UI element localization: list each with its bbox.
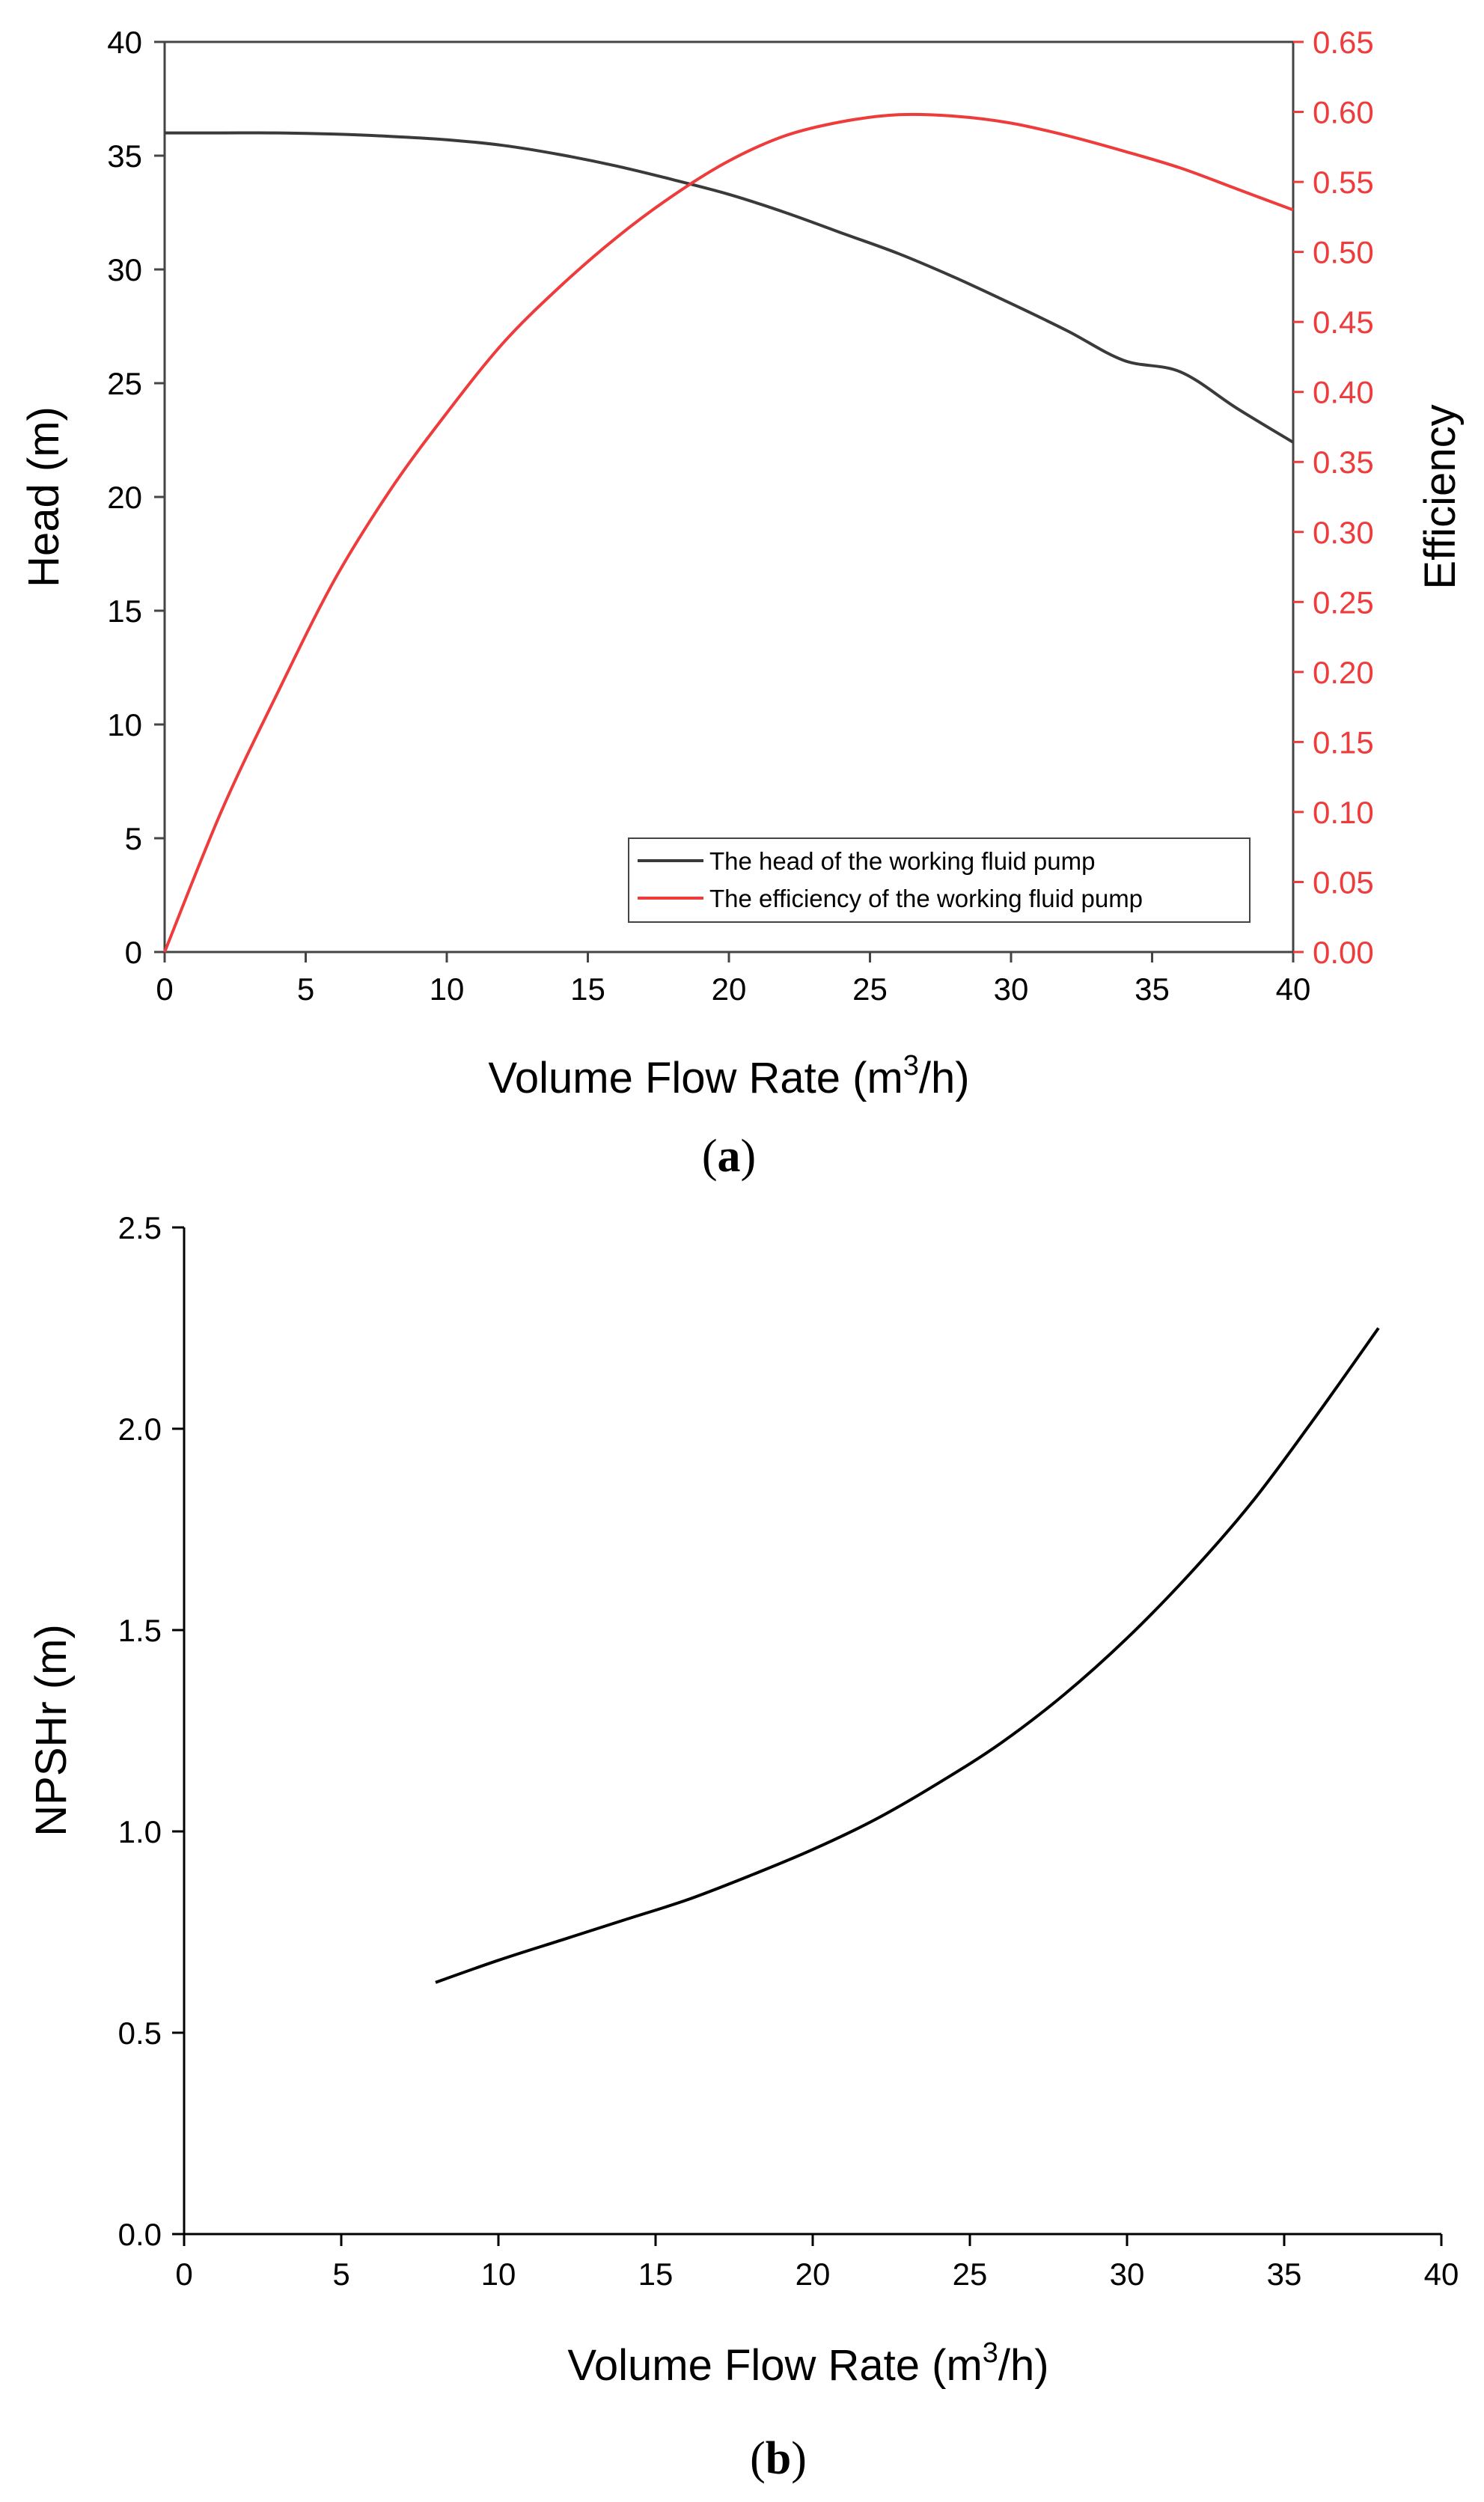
chart-b-y-axis-label: NPSHr (m): [27, 1624, 76, 1837]
y2-tick-label: 0.55: [1313, 165, 1374, 200]
y2-tick-label: 0.45: [1313, 305, 1374, 340]
legend-efficiency-label: The efficiency of the working fluid pump: [709, 885, 1143, 912]
chart-a-legend: The head of the working fluid pump The e…: [628, 837, 1251, 923]
y-tick-label: 0.0: [118, 2217, 162, 2252]
y2-tick-label: 0.40: [1313, 375, 1374, 410]
x-tick-label: 15: [570, 971, 605, 1007]
y2-tick-label: 0.00: [1313, 935, 1374, 970]
x-tick-label: 35: [1267, 2257, 1302, 2292]
y2-tick-label: 0.25: [1313, 585, 1374, 620]
y-tick-label: 1.0: [118, 1814, 162, 1849]
y2-tick-label: 0.30: [1313, 515, 1374, 550]
chart-a-y2-ticks: 0.00 0.05 0.10 0.15 0.20 0.25 0.30 0.35 0.40 0.45…: [1293, 25, 1374, 970]
chart-a-x-axis-label: Volume Flow Rate (m3/h): [488, 1050, 969, 1102]
y-tick-label: 40: [107, 25, 142, 60]
y-tick-label: 35: [107, 138, 142, 174]
x-tick-label: 20: [712, 971, 747, 1007]
x-tick-label: 20: [796, 2257, 831, 2292]
npshr-series-line: [435, 1327, 1380, 1984]
chart-a-y2-axis-label: Efficiency: [1416, 404, 1465, 589]
x-tick-label: 30: [1110, 2257, 1145, 2292]
x-tick-label: 35: [1135, 971, 1170, 1007]
x-tick-label: 25: [953, 2257, 988, 2292]
y2-tick-label: 0.10: [1313, 795, 1374, 830]
x-tick-label: 25: [852, 971, 888, 1007]
x-tick-label: 15: [638, 2257, 674, 2292]
y2-tick-label: 0.65: [1313, 25, 1374, 60]
panel-label-b: (b): [750, 2433, 807, 2484]
head-series-line: [164, 131, 1295, 444]
legend-head-label: The head of the working fluid pump: [709, 847, 1095, 875]
x-tick-label: 0: [175, 2257, 192, 2292]
x-tick-label: 5: [332, 2257, 349, 2292]
x-tick-label: 40: [1276, 971, 1311, 1007]
y-tick-label: 2.5: [118, 1210, 162, 1245]
chart-a-y-ticks: 0 5 10 15 20 25 30 35 40: [107, 25, 165, 970]
y-tick-label: 25: [107, 366, 142, 401]
y2-tick-label: 0.15: [1313, 724, 1374, 760]
y2-tick-label: 0.50: [1313, 235, 1374, 270]
chart-a-frame: [163, 40, 1295, 953]
panel-label-a: (a): [702, 1131, 756, 1182]
chart-b-series: [435, 1327, 1380, 1984]
chart-b-x-ticks: 0 5 10 15 20 25 30 35 40: [175, 2234, 1459, 2292]
y2-tick-label: 0.60: [1313, 95, 1374, 130]
y-tick-label: 1.5: [118, 1613, 162, 1648]
y-tick-label: 2.0: [118, 1412, 162, 1447]
y-tick-label: 0.5: [118, 2016, 162, 2051]
x-tick-label: 0: [156, 971, 173, 1007]
y2-tick-label: 0.35: [1313, 445, 1374, 480]
x-tick-label: 10: [481, 2257, 516, 2292]
chart-a-x-ticks: 0 5 10 15 20 25 30 35 40: [156, 952, 1310, 1007]
chart-b-y-ticks: 0.0 0.5 1.0 1.5 2.0 2.5: [118, 1210, 184, 2252]
y-tick-label: 30: [107, 252, 142, 287]
chart-b: 0 5 10 15 20 25 30 35 40 0.0 0.5 1.0 1.5 2.0 2.5 Volu…: [27, 1210, 1459, 2484]
x-tick-label: 40: [1424, 2257, 1459, 2292]
x-tick-label: 30: [994, 971, 1029, 1007]
efficiency-series-line: [163, 112, 1294, 953]
y-tick-label: 15: [107, 594, 142, 629]
x-tick-label: 10: [430, 971, 465, 1007]
chart-b-x-axis-label: Volume Flow Rate (m3/h): [567, 2337, 1048, 2390]
chart-a-series: [163, 112, 1295, 953]
legend-box: [628, 837, 1251, 923]
y-tick-label: 10: [107, 707, 142, 742]
y-tick-label: 5: [125, 821, 142, 856]
y-tick-label: 20: [107, 480, 142, 515]
y2-tick-label: 0.20: [1313, 655, 1374, 690]
y-tick-label: 0: [125, 935, 142, 970]
y2-tick-label: 0.05: [1313, 864, 1374, 900]
x-tick-label: 5: [297, 971, 314, 1007]
chart-a-y-axis-label: Head (m): [19, 406, 68, 588]
